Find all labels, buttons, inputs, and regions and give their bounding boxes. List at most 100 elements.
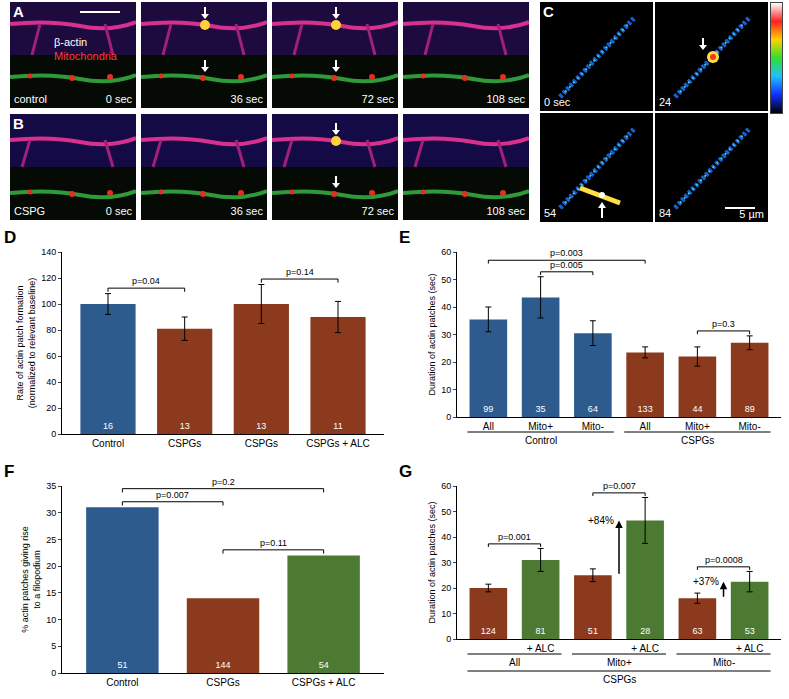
svg-text:30: 30 — [46, 508, 56, 518]
svg-text:53: 53 — [745, 626, 755, 636]
svg-text:Duration of actin patches (sec: Duration of actin patches (sec) — [427, 273, 437, 395]
svg-text:35: 35 — [536, 404, 546, 414]
svg-text:% actin patches giving riseto: % actin patches giving riseto a filopodi… — [20, 526, 42, 633]
svg-text:10: 10 — [46, 615, 56, 625]
svg-text:CSPGs: CSPGs — [245, 438, 278, 449]
svg-text:Control: Control — [92, 438, 124, 449]
svg-text:p=0.0008: p=0.0008 — [705, 555, 743, 565]
svg-text:60: 60 — [441, 481, 451, 491]
svg-text:30: 30 — [441, 558, 451, 568]
html-text:72 sec: 72 sec — [361, 93, 394, 105]
svg-text:CSPGs: CSPGs — [681, 435, 714, 446]
svg-text:40: 40 — [441, 532, 451, 542]
svg-text:CSPGs + ALC: CSPGs + ALC — [306, 438, 370, 449]
svg-text:+37%: +37% — [693, 576, 719, 587]
svg-text:20: 20 — [46, 403, 56, 413]
svg-text:10: 10 — [441, 385, 451, 395]
svg-text:11: 11 — [333, 421, 342, 431]
svg-text:13: 13 — [256, 421, 266, 431]
svg-text:50: 50 — [441, 507, 451, 517]
svg-text:All: All — [483, 421, 494, 432]
svg-text:Mito-: Mito- — [739, 421, 761, 432]
svg-text:124: 124 — [481, 626, 496, 636]
svg-text:5: 5 — [51, 641, 56, 651]
svg-text:80: 80 — [46, 325, 56, 335]
svg-text:+ ALC: + ALC — [527, 643, 555, 654]
svg-text:p=0.11: p=0.11 — [260, 538, 287, 548]
svg-text:51: 51 — [117, 660, 127, 670]
html-text:G: G — [399, 462, 413, 481]
svg-text:p=0.2: p=0.2 — [212, 477, 235, 487]
svg-text:p=0.04: p=0.04 — [132, 276, 160, 286]
svg-text:60: 60 — [441, 247, 451, 257]
svg-text:Control: Control — [106, 677, 138, 688]
svg-text:CSPGs + ALC: CSPGs + ALC — [292, 677, 356, 688]
svg-text:+84%: +84% — [588, 515, 614, 526]
svg-text:+ ALC: + ALC — [631, 643, 659, 654]
svg-text:+ ALC: + ALC — [736, 643, 764, 654]
html-text:control: control — [14, 93, 47, 105]
html-text:Mitochondria: Mitochondria — [54, 50, 117, 62]
svg-text:40: 40 — [441, 302, 451, 312]
svg-text:20: 20 — [441, 357, 451, 367]
svg-text:35: 35 — [46, 481, 56, 491]
svg-text:100: 100 — [41, 299, 56, 309]
svg-text:13: 13 — [180, 421, 190, 431]
svg-text:0: 0 — [51, 429, 56, 439]
svg-text:All: All — [640, 421, 651, 432]
html-text:36 sec: 36 sec — [230, 93, 263, 105]
svg-text:44: 44 — [692, 404, 702, 414]
svg-text:Mito+: Mito+ — [528, 421, 553, 432]
svg-text:0: 0 — [446, 634, 451, 644]
svg-text:28: 28 — [640, 626, 650, 636]
svg-text:p=0.007: p=0.007 — [156, 490, 189, 500]
html-text:β-actin: β-actin — [54, 36, 88, 48]
svg-text:64: 64 — [588, 404, 598, 414]
svg-text:Rate of actin patch formation(: Rate of actin patch formation(normalized… — [15, 278, 37, 409]
svg-text:133: 133 — [638, 404, 653, 414]
svg-text:60: 60 — [46, 351, 56, 361]
svg-text:p=0.005: p=0.005 — [550, 260, 583, 270]
svg-text:40: 40 — [46, 377, 56, 387]
html-text:108 sec: 108 sec — [486, 93, 525, 105]
html-text:D: D — [4, 228, 17, 247]
svg-text:Mito+: Mito+ — [685, 421, 710, 432]
svg-text:89: 89 — [745, 404, 755, 414]
html-text:0 sec: 0 sec — [105, 205, 132, 217]
svg-text:p=0.001: p=0.001 — [498, 532, 531, 542]
svg-text:CSPGs: CSPGs — [206, 677, 239, 688]
svg-text:50: 50 — [441, 275, 451, 285]
svg-text:140: 140 — [41, 247, 56, 257]
svg-text:Duration of actin patches (sec: Duration of actin patches (sec) — [427, 501, 437, 623]
svg-text:63: 63 — [692, 626, 702, 636]
html-text:0 sec: 0 sec — [105, 93, 132, 105]
svg-text:Mito-: Mito- — [582, 421, 604, 432]
svg-text:30: 30 — [441, 330, 451, 340]
svg-text:Mito+: Mito+ — [607, 657, 632, 668]
svg-text:Control: Control — [525, 435, 557, 446]
svg-text:120: 120 — [41, 273, 56, 283]
svg-text:Mito-: Mito- — [713, 657, 735, 668]
svg-text:51: 51 — [588, 626, 598, 636]
svg-text:20: 20 — [441, 583, 451, 593]
svg-text:10: 10 — [441, 609, 451, 619]
svg-text:144: 144 — [215, 660, 230, 670]
svg-text:20: 20 — [46, 561, 56, 571]
svg-text:16: 16 — [103, 421, 113, 431]
svg-text:All: All — [509, 657, 520, 668]
svg-text:p=0.003: p=0.003 — [550, 248, 583, 258]
svg-text:25: 25 — [46, 535, 56, 545]
svg-text:p=0.14: p=0.14 — [286, 267, 314, 277]
svg-text:CSPGs: CSPGs — [168, 438, 201, 449]
svg-text:81: 81 — [536, 626, 546, 636]
svg-text:15: 15 — [46, 588, 56, 598]
svg-text:0: 0 — [446, 412, 451, 422]
svg-text:54: 54 — [319, 660, 329, 670]
svg-text:0: 0 — [51, 668, 56, 678]
html-text:36 sec: 36 sec — [230, 205, 263, 217]
html-text:CSPG: CSPG — [14, 205, 46, 217]
svg-text:p=0.007: p=0.007 — [603, 481, 636, 491]
svg-text:CSPGs: CSPGs — [603, 674, 636, 685]
svg-text:p=0.3: p=0.3 — [712, 319, 735, 329]
svg-text:99: 99 — [483, 404, 493, 414]
